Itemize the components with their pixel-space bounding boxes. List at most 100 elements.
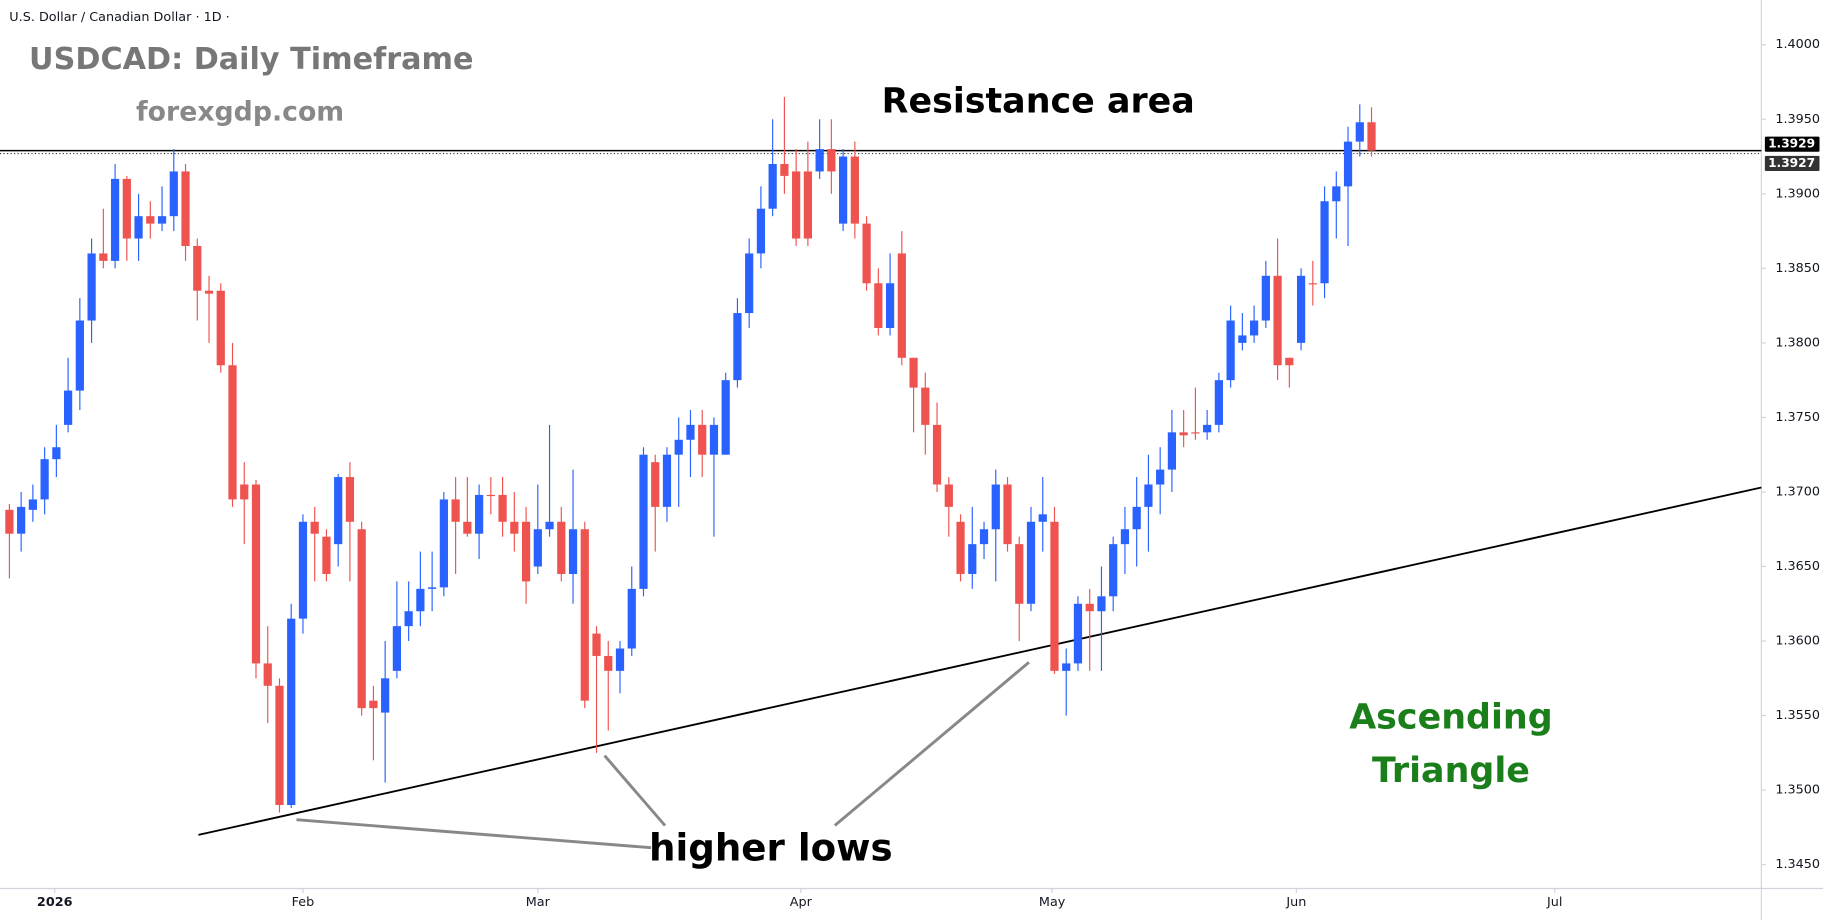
candle-body — [240, 484, 249, 500]
candle-body — [381, 678, 390, 713]
y-tick-label: 1.3750 — [1775, 410, 1820, 425]
candle-body — [533, 529, 542, 567]
candle-body — [1320, 201, 1329, 284]
candle-body — [1179, 432, 1188, 436]
y-tick-label: 1.3900 — [1775, 186, 1820, 201]
candle-body — [1214, 380, 1223, 425]
candle-body — [1285, 357, 1294, 366]
candle-body — [698, 424, 707, 455]
annotation: Triangle — [1372, 751, 1530, 791]
candle-body — [146, 216, 155, 224]
candle-body — [545, 521, 554, 530]
pointer-line — [296, 818, 652, 850]
candle-body — [1355, 122, 1364, 142]
candle-body — [792, 171, 801, 239]
candle-body — [733, 313, 742, 381]
candle-body — [169, 171, 178, 217]
candle-body — [862, 223, 871, 284]
candle-body — [839, 156, 848, 224]
candle-body — [5, 509, 14, 534]
candle-body — [709, 424, 719, 455]
candle-body — [756, 208, 766, 254]
candle-body — [662, 454, 672, 507]
candle-body — [909, 357, 918, 388]
candle-body — [1085, 603, 1094, 612]
candle-body — [28, 499, 37, 510]
candle-body — [580, 529, 589, 701]
candle-body — [604, 655, 613, 671]
candle-body — [110, 178, 120, 261]
candle-body — [615, 648, 625, 671]
candle-body — [627, 588, 636, 649]
candle-body — [568, 529, 578, 574]
candle-body — [1120, 529, 1130, 545]
symbol-header: U.S. Dollar / Canadian Dollar · 1D · — [9, 10, 229, 25]
candle-body — [275, 685, 284, 806]
candle-body — [1132, 506, 1141, 530]
candle-body — [780, 163, 789, 176]
y-tick-label: 1.3600 — [1775, 634, 1820, 649]
candle-body — [310, 521, 319, 534]
candle-body — [510, 521, 519, 534]
candle-body — [1073, 603, 1083, 664]
candle-body — [1343, 141, 1353, 187]
candle-body — [1038, 514, 1047, 522]
candle-body — [1156, 469, 1165, 485]
candle-body — [991, 484, 1000, 530]
candle-body — [486, 494, 495, 497]
candle-body — [921, 387, 930, 425]
candle-body — [592, 633, 601, 656]
candle-body — [815, 149, 824, 172]
candle-body — [228, 365, 237, 500]
candle-body — [1097, 596, 1106, 612]
candle-body — [416, 588, 425, 612]
y-tick-label: 1.3450 — [1775, 857, 1820, 872]
annotation: Ascending — [1349, 697, 1552, 737]
candle-body — [87, 253, 96, 321]
candle-body — [334, 477, 343, 545]
x-tick-label: Jun — [1285, 895, 1306, 910]
candle-body — [428, 587, 437, 589]
y-tick-label: 1.3800 — [1775, 335, 1820, 350]
candle-body — [263, 663, 272, 686]
candle-body — [392, 626, 402, 671]
candle-body — [1296, 275, 1306, 343]
candle-body — [322, 536, 331, 574]
candle-body — [1226, 320, 1235, 381]
candle-body — [1238, 335, 1247, 343]
candle-body — [99, 253, 108, 261]
candle-body — [134, 216, 143, 239]
candle-body — [40, 459, 49, 500]
candle-body — [181, 171, 190, 246]
candle-body — [557, 521, 566, 574]
candle-body — [369, 700, 378, 709]
candle-body — [204, 290, 214, 294]
candle-body — [651, 462, 660, 507]
candle-body — [521, 521, 531, 582]
candle-body — [932, 424, 942, 485]
candle-body — [357, 529, 366, 709]
candle-body — [768, 163, 777, 209]
candle-body — [216, 290, 225, 366]
trendline — [198, 486, 1762, 836]
candle-body — [1015, 544, 1024, 604]
y-tick-label: 1.3500 — [1775, 783, 1820, 798]
candle-body — [885, 283, 895, 328]
y-tick-label: 1.3650 — [1775, 559, 1820, 574]
x-tick-label: Jul — [1546, 895, 1562, 910]
candle-body — [1062, 663, 1071, 671]
candle-body — [75, 320, 84, 391]
candle-body — [52, 447, 61, 460]
price-label: 1.3929 — [1768, 137, 1815, 151]
price-label: 1.3927 — [1768, 156, 1815, 170]
candle-body — [1203, 424, 1212, 433]
pointer-line — [603, 754, 667, 827]
y-tick-label: 1.4000 — [1775, 37, 1820, 52]
x-tick-label: 2026 — [37, 895, 73, 910]
candle-body — [1109, 544, 1118, 597]
candle-body — [874, 283, 883, 328]
candle-body — [63, 390, 73, 425]
candle-body — [474, 494, 484, 534]
